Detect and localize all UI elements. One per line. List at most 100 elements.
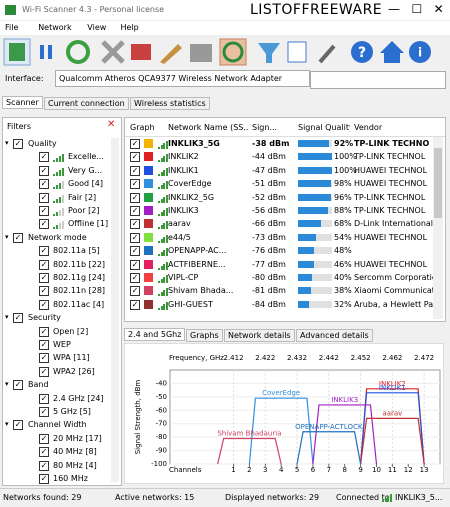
filter-item[interactable]: Very G... xyxy=(68,165,103,175)
checkbox[interactable]: ✓ xyxy=(39,206,49,216)
network-name[interactable]: Shivam Bhada... xyxy=(168,286,234,296)
column-header[interactable]: Graph xyxy=(130,123,155,132)
network-name[interactable]: INKLIK3 xyxy=(168,206,199,215)
filter-icon[interactable] xyxy=(258,43,280,63)
menu-item[interactable]: File xyxy=(5,23,19,32)
filter-item[interactable]: 5 GHz [5] xyxy=(53,407,91,416)
tab[interactable]: Graphs xyxy=(186,329,223,342)
checkbox[interactable]: ✓ xyxy=(130,219,140,230)
filter-item[interactable]: Open [2] xyxy=(53,326,89,336)
checkbox[interactable]: ✓ xyxy=(39,433,49,444)
filter-item[interactable]: 20 MHz [17] xyxy=(53,433,102,443)
about-icon[interactable] xyxy=(409,41,431,63)
checkbox[interactable]: ✓ xyxy=(39,460,49,471)
filter-item[interactable]: 2.4 GHz [24] xyxy=(53,393,104,403)
network-name[interactable]: VIPL-CP xyxy=(168,273,199,282)
checkbox[interactable]: ✓ xyxy=(39,407,49,417)
column-header[interactable]: Vendor xyxy=(354,123,383,132)
search-box[interactable] xyxy=(310,71,446,89)
filter-item[interactable]: 40 MHz [8] xyxy=(53,447,97,457)
checkbox[interactable]: ✓ xyxy=(39,366,49,377)
filter-item[interactable]: WPA [11] xyxy=(53,353,90,363)
refresh-icon[interactable] xyxy=(66,40,90,64)
menu-item[interactable]: View xyxy=(87,23,107,32)
network-name[interactable]: OPENAPP-AC... xyxy=(168,246,227,256)
filter-item[interactable]: 802.11a [5] xyxy=(53,246,100,256)
settings-icon[interactable] xyxy=(318,44,336,64)
filter-item[interactable]: Poor [2] xyxy=(68,206,100,215)
home-icon[interactable] xyxy=(380,41,404,63)
checkbox[interactable]: ✓ xyxy=(39,179,49,190)
tab[interactable]: Current connection xyxy=(44,97,129,110)
menu-item[interactable]: Help xyxy=(120,23,139,32)
tab[interactable]: Advanced details xyxy=(296,329,373,342)
column-header[interactable]: Signal Quality xyxy=(298,123,350,132)
delete-icon[interactable] xyxy=(101,40,125,64)
log-icon[interactable] xyxy=(287,41,307,63)
network-name[interactable]: INKLIK2 xyxy=(168,152,199,162)
tab[interactable]: Wireless statistics xyxy=(130,97,210,110)
network-name[interactable]: GHI-GUEST xyxy=(168,299,213,309)
checkbox[interactable]: ✓ xyxy=(39,219,49,230)
column-header[interactable]: Sign... xyxy=(252,123,278,132)
column-header[interactable]: Network Name (SS... xyxy=(168,123,248,132)
export-icon[interactable] xyxy=(190,44,212,62)
interface-select[interactable]: Qualcomm Atheros QCA9377 Wireless Networ… xyxy=(55,70,310,87)
checkbox[interactable]: ✓ xyxy=(39,447,49,458)
checkbox[interactable]: ✓ xyxy=(13,232,23,243)
checkbox[interactable]: ✓ xyxy=(130,152,140,163)
filter-item[interactable]: 802.11ac [4] xyxy=(53,299,105,309)
checkbox[interactable]: ✓ xyxy=(39,353,49,364)
checkbox[interactable]: ✓ xyxy=(130,246,140,257)
filter-item[interactable]: 802.11b [22] xyxy=(53,259,106,269)
checkbox[interactable]: ✓ xyxy=(39,299,49,310)
checkbox[interactable]: ✓ xyxy=(39,259,49,270)
network-name[interactable]: CoverEdge xyxy=(168,179,212,189)
checkbox[interactable]: ✓ xyxy=(13,313,23,324)
filter-item[interactable]: Excelle... xyxy=(68,152,104,162)
window-controls[interactable]: — ☐ ✕ xyxy=(388,2,444,16)
checkbox[interactable]: ✓ xyxy=(13,420,23,431)
checkbox[interactable]: ✓ xyxy=(39,165,49,176)
checkbox[interactable]: ✓ xyxy=(39,393,49,404)
menu-item[interactable]: Network xyxy=(38,23,72,32)
checkbox[interactable]: ✓ xyxy=(39,286,49,297)
filter-item[interactable]: 802.11n [28] xyxy=(53,286,106,296)
filter-item[interactable]: 802.11g [24] xyxy=(53,273,106,282)
tab[interactable]: Network details xyxy=(224,329,295,342)
checkbox[interactable]: ✓ xyxy=(13,139,23,149)
checkbox[interactable]: ✓ xyxy=(130,259,140,270)
checkbox[interactable]: ✓ xyxy=(39,326,49,337)
checkbox[interactable]: ✓ xyxy=(130,165,140,176)
filter-item[interactable]: Good [4] xyxy=(68,179,103,189)
clean-icon[interactable] xyxy=(160,44,182,64)
filter-item[interactable]: 160 MHz xyxy=(53,474,88,483)
filter-item[interactable]: 80 MHz [4] xyxy=(53,460,97,470)
network-name[interactable]: INKLIK2_5G xyxy=(168,192,215,202)
checkbox[interactable]: ✓ xyxy=(39,192,49,203)
filter-item[interactable]: Fair [2] xyxy=(68,192,97,202)
filter-item[interactable]: Offline [1] xyxy=(68,219,109,229)
pause-icon[interactable] xyxy=(40,45,44,59)
help-icon[interactable] xyxy=(351,41,373,63)
checkbox[interactable]: ✓ xyxy=(39,246,49,257)
checkbox[interactable]: ✓ xyxy=(130,192,140,203)
filter-item[interactable]: WPA2 [26] xyxy=(53,366,95,376)
filter-item[interactable]: WEP xyxy=(53,340,71,349)
checkbox[interactable]: ✓ xyxy=(130,232,140,243)
checkbox[interactable]: ✓ xyxy=(130,206,140,216)
tab[interactable]: Scanner xyxy=(2,96,43,109)
checkbox[interactable]: ✓ xyxy=(39,474,49,484)
network-name[interactable]: INKLIK1 xyxy=(168,165,199,175)
network-name[interactable]: e44/5 xyxy=(168,232,191,242)
checkbox[interactable]: ✓ xyxy=(39,340,49,350)
tab[interactable]: 2.4 and 5Ghz xyxy=(124,328,186,341)
network-name[interactable]: aarav xyxy=(168,219,191,229)
checkbox[interactable]: ✓ xyxy=(130,299,140,310)
network-name[interactable]: ACTFIBERNE... xyxy=(168,259,226,269)
checkbox[interactable]: ✓ xyxy=(130,139,140,149)
checkbox[interactable]: ✓ xyxy=(13,380,23,391)
erase-icon[interactable] xyxy=(131,44,151,60)
pause-icon[interactable] xyxy=(48,45,52,59)
checkbox[interactable]: ✓ xyxy=(130,273,140,283)
